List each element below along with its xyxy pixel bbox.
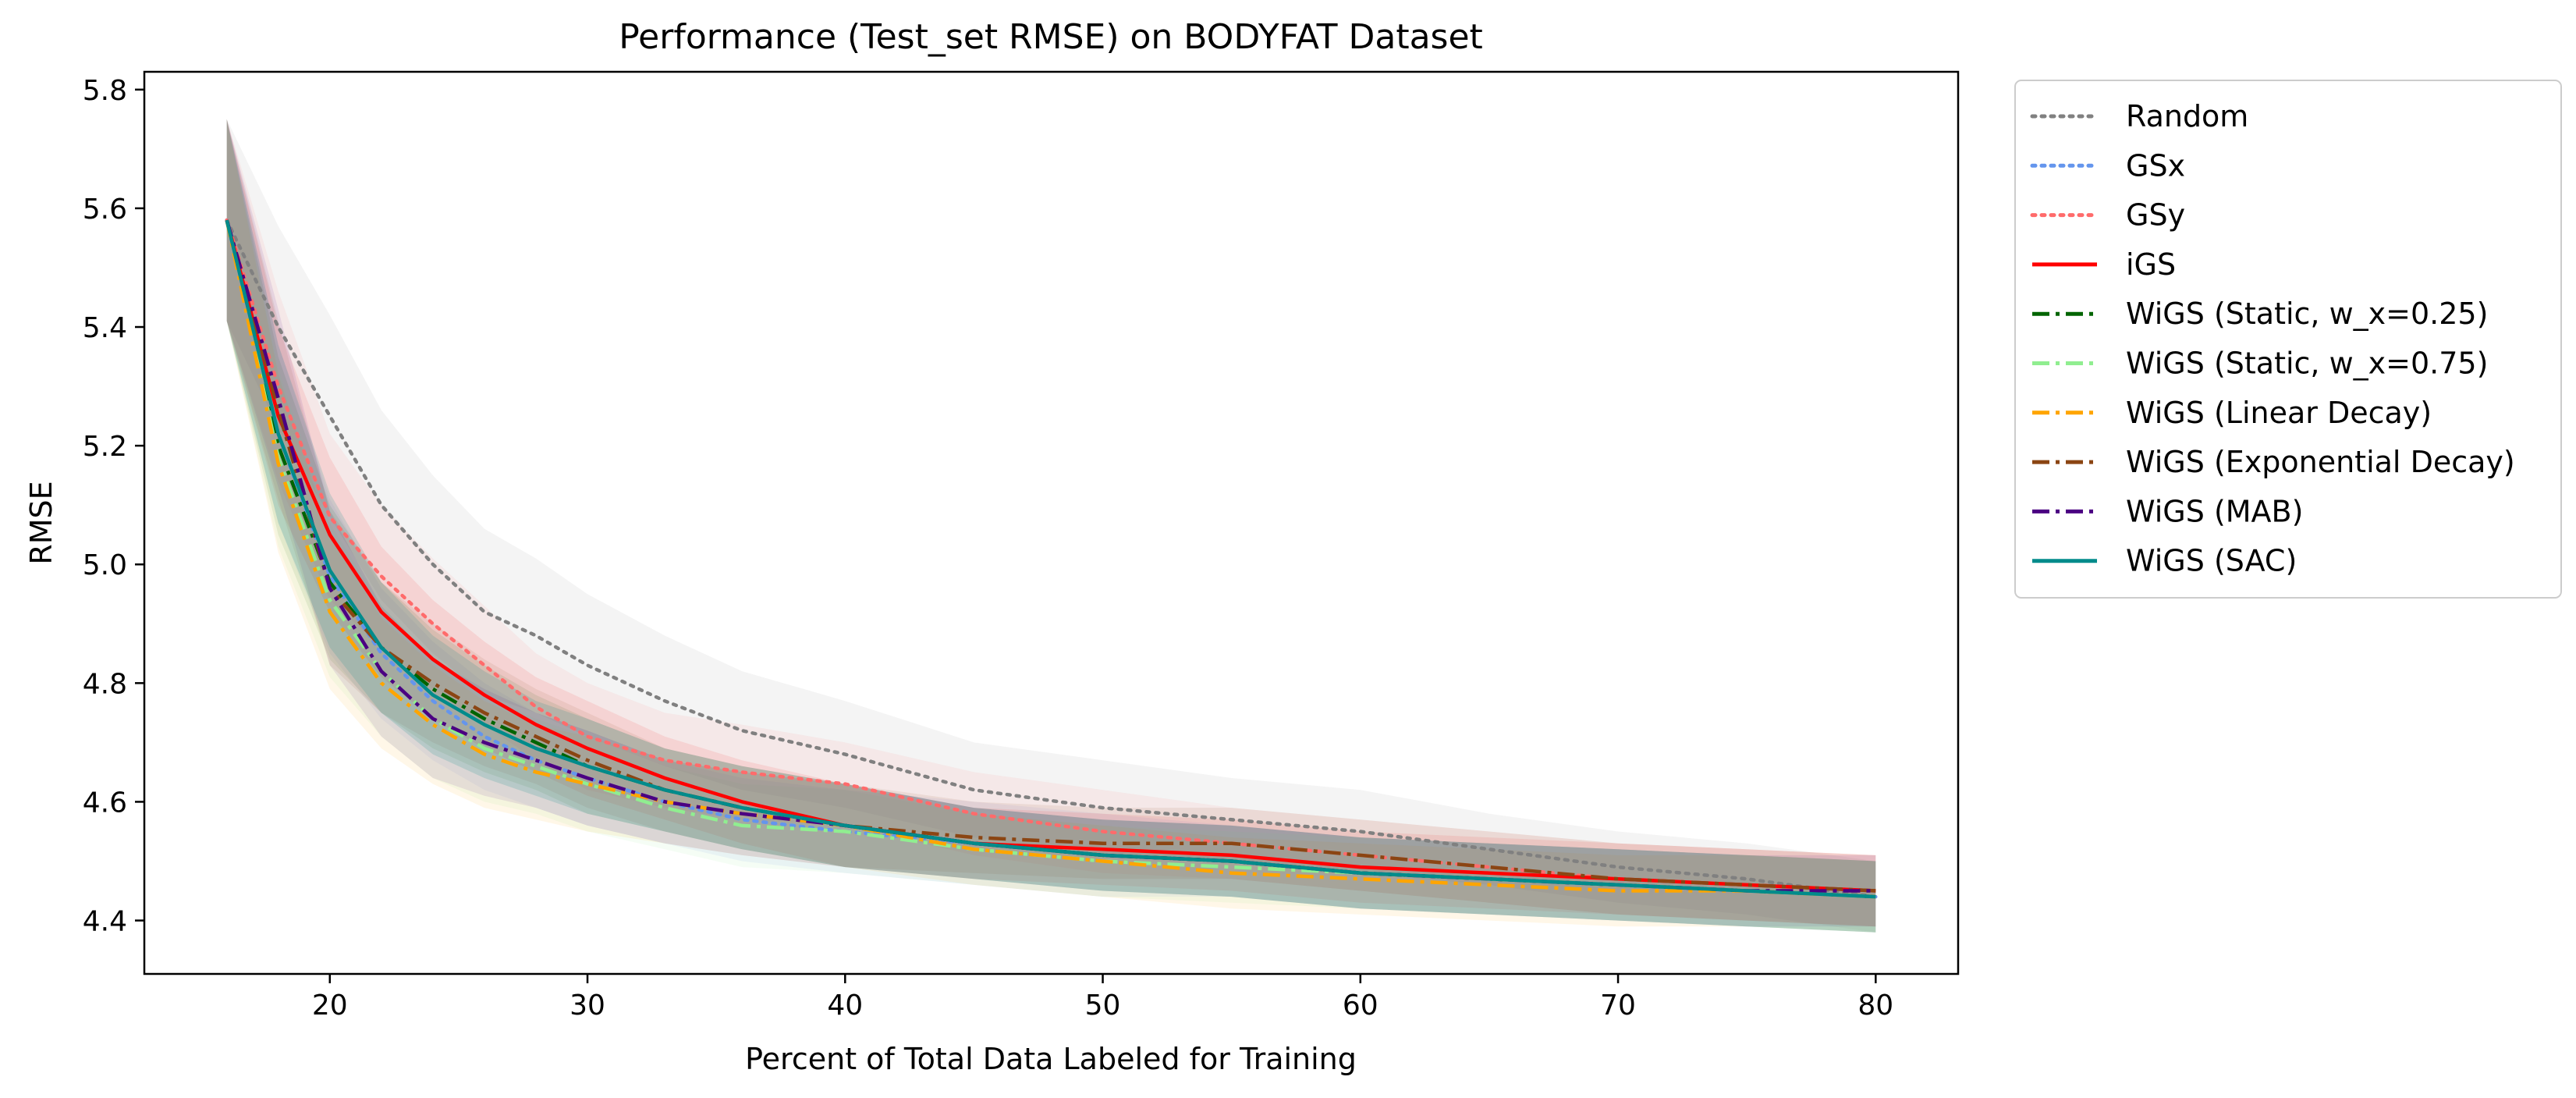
y-tick-label: 5.2: [83, 431, 127, 463]
y-axis-label: RMSE: [24, 481, 59, 564]
chart-title: Performance (Test_set RMSE) on BODYFAT D…: [619, 17, 1483, 57]
legend-label: WiGS (Exponential Decay): [2126, 445, 2515, 479]
y-tick-label: 5.4: [83, 312, 127, 344]
x-tick-label: 40: [827, 990, 863, 1022]
y-tick-label: 5.6: [83, 194, 127, 226]
x-tick-label: 50: [1085, 990, 1121, 1022]
y-axis: 4.4 4.6 4.8 5.0 5.2 5.4 5.6 5.8: [83, 75, 144, 938]
legend-label: WiGS (SAC): [2126, 544, 2297, 578]
legend-label: WiGS (MAB): [2126, 494, 2303, 528]
x-tick-label: 20: [312, 990, 348, 1022]
x-tick-label: 70: [1600, 990, 1636, 1022]
x-axis: 20 30 40 50 60 70 80: [312, 974, 1893, 1022]
band-gsy: [226, 119, 1876, 927]
series-lines: [225, 218, 1878, 899]
x-tick-label: 60: [1343, 990, 1378, 1022]
plot-area-frame: [143, 70, 1960, 975]
legend-label: WiGS (Static, w_x=0.75): [2126, 346, 2488, 381]
series-line-igs: [225, 219, 1876, 893]
y-tick-label: 4.8: [83, 668, 127, 700]
band-random: [226, 119, 1876, 933]
series-line-wigs-sac: [225, 219, 1876, 899]
legend-label: GSx: [2126, 148, 2185, 183]
x-axis-label: Percent of Total Data Labeled for Traini…: [745, 1042, 1357, 1076]
confidence-bands: [226, 119, 1876, 933]
legend-label: Random: [2126, 99, 2248, 133]
legend-label: WiGS (Static, w_x=0.25): [2126, 297, 2488, 331]
y-tick-label: 5.8: [83, 75, 127, 107]
x-tick-label: 80: [1857, 990, 1893, 1022]
y-tick-label: 5.0: [83, 549, 127, 581]
legend-label: GSy: [2126, 198, 2185, 233]
legend-box: [2014, 80, 2562, 599]
legend-label: iGS: [2126, 247, 2176, 282]
series-line-gsy: [225, 218, 1878, 893]
legend-label: WiGS (Linear Decay): [2126, 396, 2432, 430]
legend: Random GSx GSy iGS WiGS (Static, w_x=0.25) Wi…: [2014, 80, 2562, 599]
series-line-random: [225, 218, 1878, 899]
y-tick-label: 4.4: [83, 906, 127, 938]
y-tick-label: 4.6: [83, 787, 127, 819]
x-tick-label: 30: [569, 990, 605, 1022]
